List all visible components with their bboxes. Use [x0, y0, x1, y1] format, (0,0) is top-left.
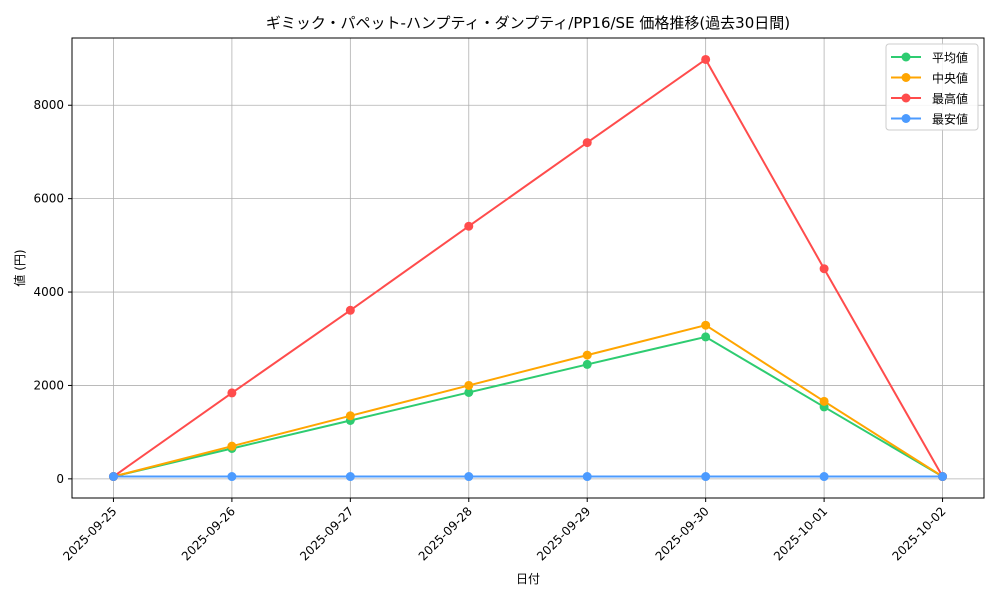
y-axis-ticks: 0 2000 4000 6000 8000	[33, 98, 72, 486]
data-point	[464, 387, 474, 397]
x-tick-label: 2025-09-28	[416, 504, 475, 563]
legend-marker	[901, 93, 911, 103]
y-tick-label: 8000	[33, 98, 64, 112]
chart-title: ギミック・パペット-ハンプティ・ダンプティ/PP16/SE 価格推移(過去30日…	[266, 14, 790, 32]
data-point	[108, 472, 118, 482]
x-tick-label: 2025-09-25	[60, 504, 119, 563]
data-point	[227, 472, 237, 482]
data-point	[227, 388, 237, 398]
data-point	[819, 396, 829, 406]
data-point	[345, 305, 355, 315]
data-point	[582, 359, 592, 369]
y-tick-label: 4000	[33, 285, 64, 299]
series-1	[108, 320, 948, 482]
series-lines	[108, 54, 948, 482]
series-line	[113, 324, 944, 478]
data-point	[582, 472, 592, 482]
x-tick-label: 2025-09-27	[297, 504, 356, 563]
legend-label: 中央値	[932, 71, 968, 86]
plot-frame	[71, 37, 985, 499]
legend-marker	[901, 73, 911, 82]
x-axis-label: 日付	[516, 572, 540, 586]
y-tick-label: 0	[56, 472, 64, 486]
data-point	[582, 350, 592, 360]
legend-label: 最高値	[932, 91, 968, 106]
x-axis-ticks: 2025-09-25 2025-09-26 2025-09-27 2025-09-28…	[60, 498, 949, 563]
legend-label: 平均値	[932, 50, 968, 65]
x-tick-label: 2025-09-29	[534, 504, 593, 563]
legend-box	[885, 43, 979, 131]
data-point	[464, 472, 474, 482]
data-point	[701, 54, 711, 64]
x-tick-label: 2025-10-01	[771, 504, 830, 563]
series-0	[108, 332, 948, 482]
legend-marker	[901, 52, 911, 62]
data-point	[582, 138, 592, 148]
data-point	[464, 380, 474, 390]
x-tick-label: 2025-09-26	[179, 504, 238, 563]
data-point	[701, 472, 711, 482]
legend-label: 最安値	[932, 112, 968, 127]
data-point	[464, 221, 474, 231]
y-tick-label: 2000	[33, 378, 64, 392]
data-point	[227, 441, 237, 451]
grid	[72, 38, 984, 498]
data-point	[345, 411, 355, 421]
data-point	[701, 332, 711, 342]
x-tick-label: 2025-09-30	[653, 504, 712, 563]
series-2	[108, 54, 948, 482]
series-line	[112, 58, 944, 478]
x-tick-label: 2025-10-02	[889, 504, 948, 563]
data-point	[819, 264, 829, 274]
data-point	[345, 472, 355, 482]
series-3	[108, 472, 948, 482]
legend-marker	[901, 114, 911, 123]
y-axis-label: 値 (円)	[12, 249, 27, 286]
y-tick-label: 6000	[33, 192, 64, 206]
data-point	[938, 472, 948, 482]
series-line	[113, 335, 944, 478]
data-point	[819, 472, 829, 482]
data-point	[701, 320, 711, 330]
